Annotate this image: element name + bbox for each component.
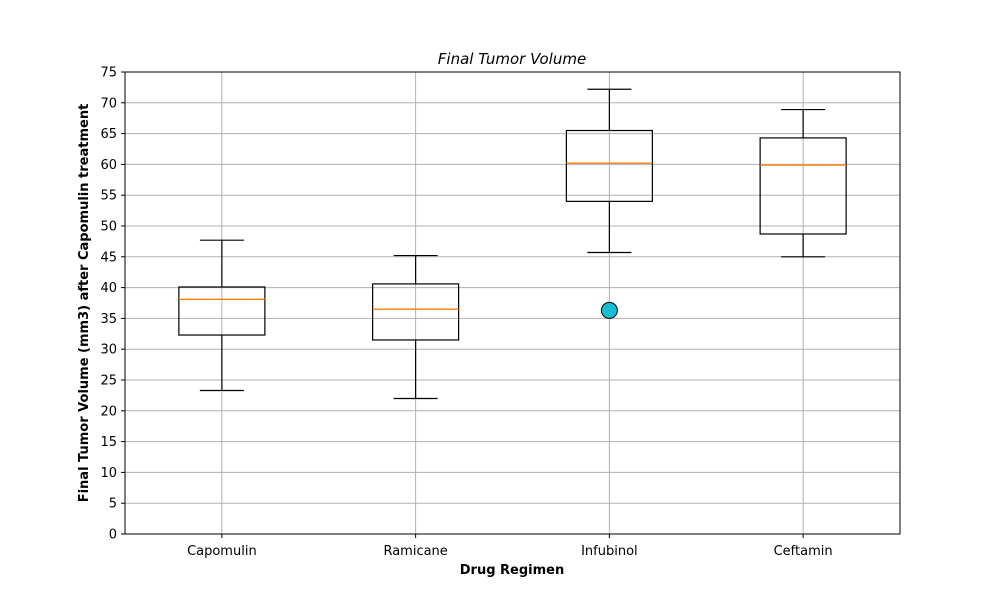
x-tick-label: Ceftamin (774, 544, 833, 559)
grid-layer (125, 71, 900, 535)
box-capomulin (178, 239, 266, 392)
plot-frame (124, 71, 901, 535)
chart-title: Final Tumor Volume (438, 50, 586, 68)
iqr-box (178, 286, 266, 336)
x-tick-label: Capomulin (187, 544, 257, 559)
iqr-box (372, 283, 460, 341)
box-ramicane (372, 254, 460, 400)
y-tick-label: 70 (100, 96, 117, 111)
y-tick-label: 50 (100, 220, 117, 235)
y-tick-label: 25 (100, 374, 117, 389)
y-tick-label: 55 (100, 189, 117, 204)
y-tick-label: 60 (100, 158, 117, 173)
y-tick-label: 65 (100, 127, 117, 142)
y-axis-title: Final Tumor Volume (mm3) after Capomulin… (77, 104, 92, 503)
y-tick-label: 45 (100, 250, 117, 265)
y-tick-label: 10 (100, 466, 117, 481)
iqr-box (759, 137, 847, 235)
box-layer (178, 88, 847, 400)
y-tick-label: 30 (100, 343, 117, 358)
y-tick-label: 0 (109, 528, 117, 543)
x-tick-label: Ramicane (383, 544, 447, 559)
outlier-point (600, 301, 618, 319)
box-ceftamin (759, 108, 847, 258)
x-tick-label: Infubinol (581, 544, 638, 559)
y-tick-label: 15 (100, 435, 117, 450)
tick-layer: 0 5 10 15 20 25 30 35 40 45 50 55 60 65 70 75 Capomulin R… (100, 66, 832, 560)
y-tick-label: 40 (100, 281, 117, 296)
y-tick-label: 5 (109, 497, 117, 512)
y-tick-label: 35 (100, 312, 117, 327)
y-tick-label: 20 (100, 404, 117, 419)
y-tick-label: 75 (100, 66, 117, 81)
box-infubinol (565, 88, 653, 319)
x-axis-title: Drug Regimen (460, 563, 565, 578)
iqr-box (565, 129, 653, 202)
